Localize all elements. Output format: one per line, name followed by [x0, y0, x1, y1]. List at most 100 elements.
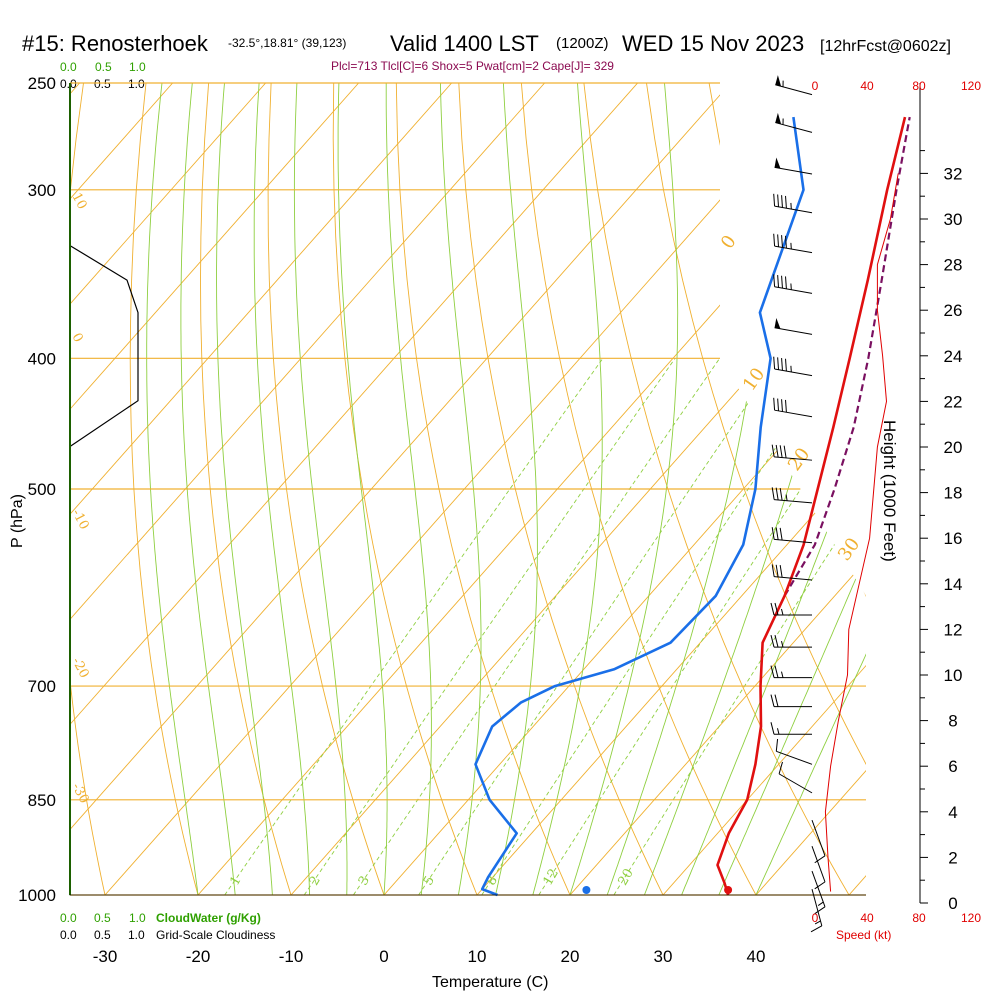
wind-barb	[773, 193, 813, 214]
wind-barb-feather	[774, 602, 779, 616]
height-tick-label: 28	[944, 256, 963, 275]
wind-barb-flag	[774, 317, 781, 329]
wind-panel	[770, 75, 899, 933]
mixing-ratio-line	[418, 358, 779, 895]
isotherm-line	[70, 83, 359, 895]
wind-barb	[775, 75, 813, 96]
wind-barb	[770, 635, 812, 648]
height-tick-label: 32	[944, 164, 963, 183]
wind-barb-half	[781, 671, 784, 678]
moist-adiabat-line	[146, 83, 199, 895]
mixing-ratio-label: 12	[541, 866, 562, 888]
isotherm-line	[70, 83, 266, 895]
height-tick-label: 22	[944, 392, 963, 411]
mixing-ratio-line	[224, 358, 604, 895]
wind-barb-feather	[778, 761, 783, 775]
wind-barb-feather	[785, 195, 787, 209]
wind-barb	[771, 564, 813, 581]
wind-barb-feather	[770, 694, 775, 707]
dry-adiabat-line	[395, 83, 571, 895]
wind-barb	[771, 527, 813, 544]
height-tick-label: 18	[944, 484, 963, 503]
dry-adiabat-line	[129, 83, 199, 895]
speed-tick-label-top: 0	[812, 79, 819, 93]
wind-barb-feather	[773, 233, 776, 247]
wind-barb-staff	[774, 456, 813, 461]
dry-adiabat-line	[583, 83, 850, 895]
wind-barb-feather	[770, 665, 775, 678]
speed-tick-label-top: 80	[912, 79, 926, 93]
station-coords: -32.5°,18.81° (39,123)	[228, 36, 346, 50]
wind-barb-flag	[774, 157, 781, 169]
wind-barb-half	[777, 728, 780, 735]
temperature-tick-label: -10	[279, 947, 304, 966]
wind-barb	[774, 157, 813, 175]
cloud-bottom-green-0: 0.0	[60, 911, 77, 925]
wind-barb-staff	[811, 819, 826, 857]
cloud-scale-top: 0.0 0.5 1.0 0.0 0.5 1.0	[60, 60, 146, 91]
cloud-top-green-0: 0.0	[60, 60, 77, 74]
cloud-bottom-black-0: 0.0	[60, 928, 77, 942]
isotherm-label: 0	[68, 331, 85, 345]
surface-dewpoint-dot	[582, 886, 591, 894]
forecast-date: WED 15 Nov 2023	[622, 31, 804, 56]
moist-adiabat-line	[495, 83, 538, 895]
wind-barb-feather	[775, 564, 779, 578]
wind-barb-feather	[773, 274, 776, 287]
height-tick-label: 8	[948, 712, 957, 731]
dry-adiabat-line	[646, 83, 866, 895]
wind-barb	[774, 317, 813, 335]
wind-barb-staff	[776, 750, 813, 765]
wind-barb-feather	[781, 358, 783, 371]
mixing-ratio-line	[538, 358, 866, 895]
speed-tick-label-bottom: 80	[912, 911, 926, 925]
height-tick-label: 30	[944, 210, 963, 229]
wind-barb-feather	[779, 527, 783, 541]
pressure-tick-label: 400	[28, 349, 56, 368]
height-tick-label: 26	[944, 301, 963, 320]
wind-barb	[770, 694, 812, 708]
wind-barb-feather	[777, 275, 780, 288]
surface-temperature-dot	[724, 886, 733, 894]
wind-barb-half	[814, 920, 821, 925]
cloud-bottom-green-1: 0.5	[94, 911, 111, 925]
wind-barb-feather	[771, 444, 775, 457]
wind-barb	[811, 845, 826, 890]
wind-barb-feather	[781, 275, 783, 289]
pressure-tick-label: 300	[28, 181, 56, 200]
wind-barb	[811, 819, 826, 864]
isotherm-label: 0	[717, 231, 741, 252]
height-tick-label: 4	[948, 803, 957, 822]
forecast-run: [12hrFcst@0602z]	[820, 38, 951, 55]
height-tick-label: 6	[948, 757, 957, 776]
temperature-tick-label: 40	[747, 947, 766, 966]
wind-barb	[770, 722, 812, 735]
wind-barb-feather	[814, 906, 826, 915]
mixing-ratio-label: 1	[227, 874, 244, 889]
wind-barb-half	[785, 494, 788, 501]
dry-adiabat-line	[70, 83, 106, 895]
height-axis-label: Height (1000 Feet)	[880, 420, 899, 562]
height-tick-label: 14	[944, 575, 963, 594]
wind-barb	[775, 112, 813, 133]
moist-adiabat-line	[755, 83, 866, 895]
wind-barb-feather	[785, 358, 787, 372]
pressure-tick-label: 500	[28, 480, 56, 499]
wind-barb-feather	[770, 722, 775, 735]
moist-adiabat-line	[532, 83, 603, 895]
height-tick-label: 12	[944, 620, 963, 639]
speed-tick-label-bottom: 0	[812, 911, 819, 925]
moist-adiabat-line	[681, 83, 866, 895]
wind-barb-feather	[779, 445, 783, 458]
wind-barb	[778, 761, 813, 794]
wind-barb-half	[781, 641, 784, 648]
wind-barb	[773, 397, 813, 418]
cloud-top-black-2: 1.0	[128, 77, 145, 91]
height-tick-label: 0	[948, 894, 957, 913]
height-tick-label: 24	[944, 347, 963, 366]
wind-barb-feather	[775, 527, 779, 540]
isotherm-label: -30	[68, 781, 91, 807]
